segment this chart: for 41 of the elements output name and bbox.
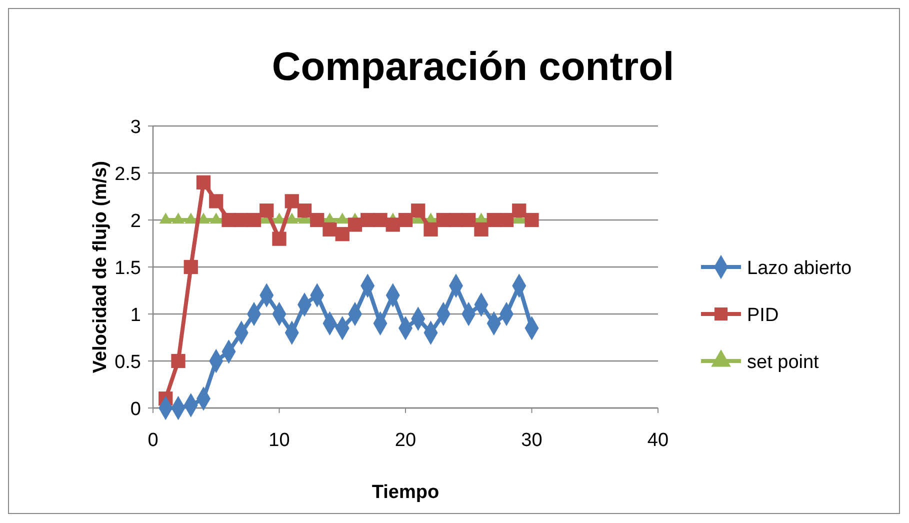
- point: [462, 212, 476, 228]
- point: [373, 212, 388, 228]
- y-axis-title: Velocidad de flujo (m/s): [90, 160, 111, 374]
- legend-label: set point: [747, 352, 820, 373]
- x-axis-title: Tiempo: [372, 482, 440, 503]
- legend-label: Lazo abierto: [747, 258, 852, 279]
- y-tick-label: 3: [130, 117, 141, 138]
- point: [297, 204, 312, 218]
- x-tick-label: 30: [521, 430, 542, 451]
- point: [209, 194, 224, 208]
- legend-label: PID: [747, 305, 779, 326]
- point: [524, 212, 539, 228]
- point: [348, 218, 362, 232]
- x-tick-label: 40: [647, 430, 669, 451]
- point: [411, 204, 426, 218]
- x-tick-label: 20: [394, 430, 416, 451]
- point: [171, 354, 186, 368]
- y-tick-label: 2.5: [114, 164, 141, 185]
- point: [512, 204, 526, 218]
- y-tick-label: 1.5: [114, 258, 141, 279]
- point: [499, 212, 514, 228]
- point: [474, 222, 488, 236]
- point: [398, 212, 413, 228]
- point: [335, 227, 350, 242]
- point: [386, 218, 400, 232]
- x-tick-label: 10: [268, 430, 290, 451]
- y-tick-label: 0: [130, 399, 141, 420]
- chart-title: Comparación control: [272, 45, 674, 89]
- point: [310, 212, 324, 228]
- point: [322, 222, 337, 236]
- y-tick-label: 2: [130, 211, 141, 232]
- point: [272, 232, 286, 246]
- point: [260, 204, 274, 218]
- y-tick-label: 1: [130, 305, 141, 326]
- y-tick-label: 0.5: [114, 352, 141, 373]
- point: [284, 194, 299, 208]
- point: [246, 212, 262, 228]
- x-tick-label: 0: [148, 430, 158, 451]
- point: [196, 175, 211, 190]
- point: [184, 260, 198, 274]
- point: [424, 222, 438, 236]
